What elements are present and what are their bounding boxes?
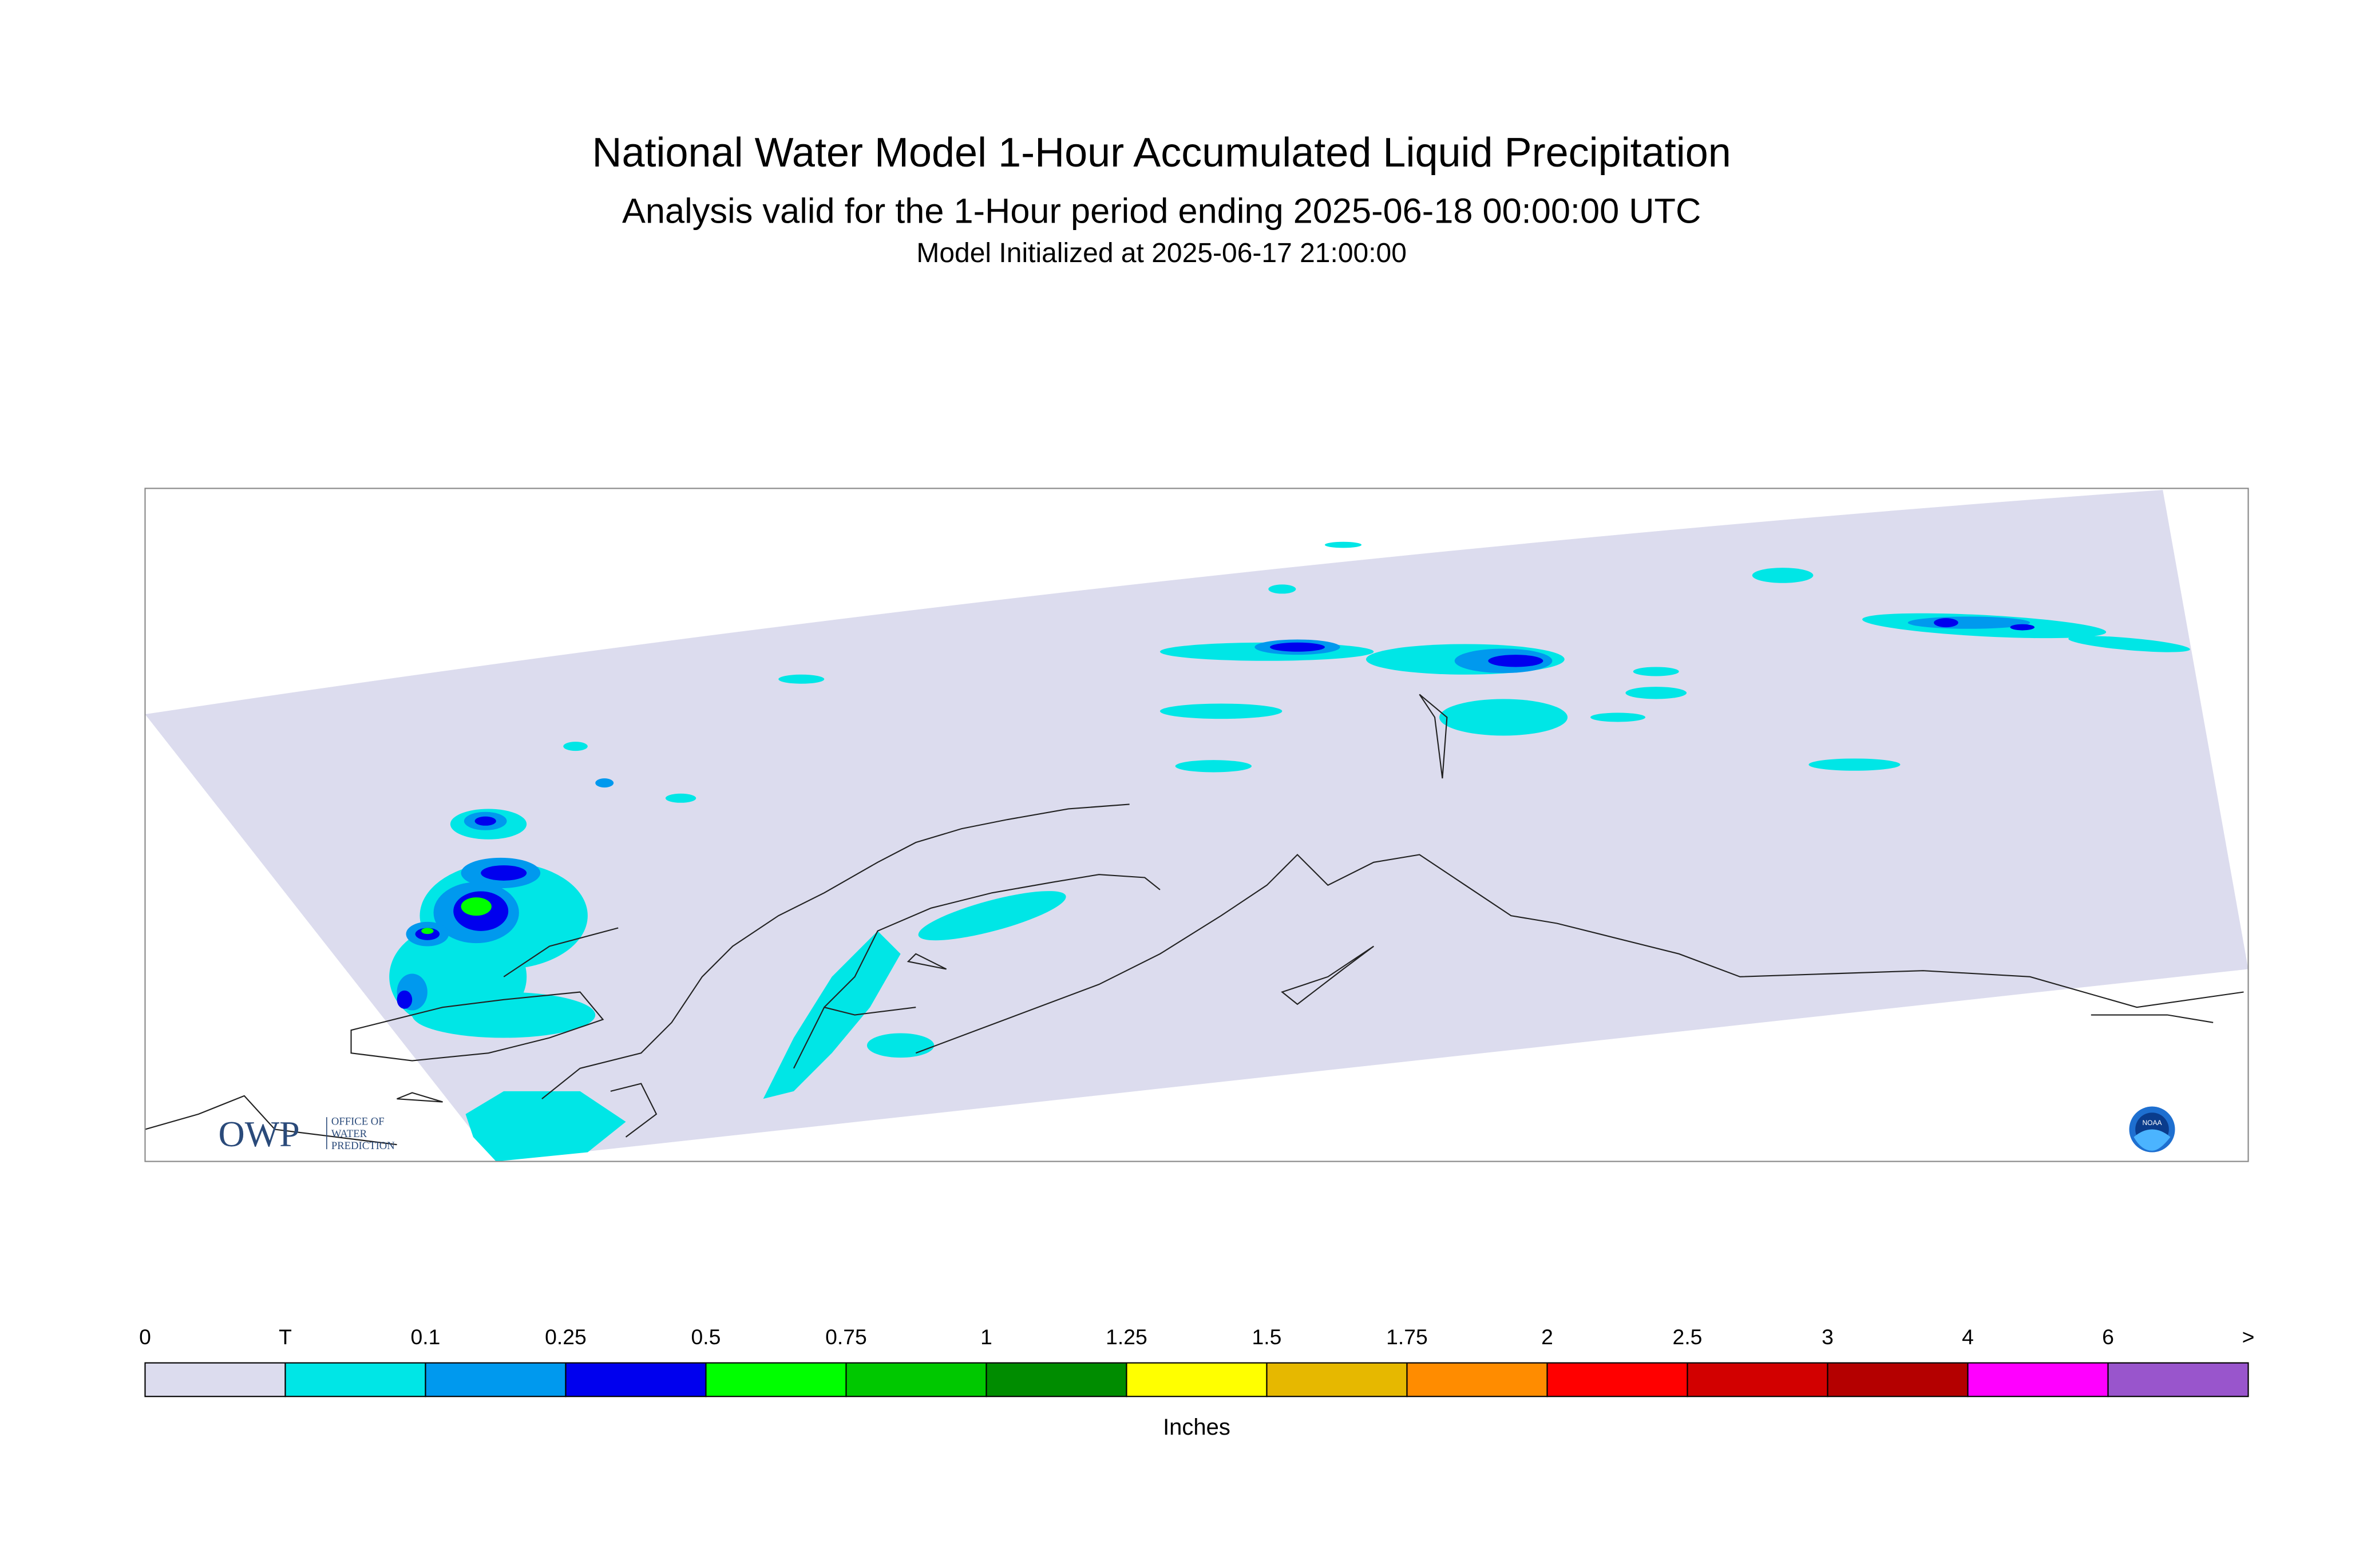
legend-swatch xyxy=(1827,1362,1969,1397)
subtitle: Analysis valid for the 1-Hour period end… xyxy=(622,191,1701,231)
legend-label: 2 xyxy=(1541,1325,1553,1349)
model-domain xyxy=(145,490,2249,1162)
legend: 0 T 0.1 0.25 0.5 0.75 1 1.25 1.5 1.75 2 2.5 3 4 6 > xyxy=(139,1325,2255,1397)
legend-label: 0.5 xyxy=(691,1325,721,1349)
legend-swatch xyxy=(1126,1362,1268,1397)
legend-label: 0 xyxy=(139,1325,151,1349)
title: National Water Model 1-Hour Accumulated … xyxy=(592,130,1731,176)
legend-swatch xyxy=(425,1362,567,1397)
noaa-logo: NOAA xyxy=(2129,1106,2175,1153)
legend-label: 1.25 xyxy=(1106,1325,1147,1349)
precip-areas-green xyxy=(421,897,492,935)
legend-swatch xyxy=(1266,1362,1408,1397)
legend-swatch xyxy=(2107,1362,2249,1397)
owp-line: WATER xyxy=(331,1128,367,1140)
legend-label: 0.1 xyxy=(411,1325,441,1349)
legend-label: 6 xyxy=(2102,1325,2114,1349)
owp-text: OWP xyxy=(219,1114,300,1154)
legend-swatch xyxy=(565,1362,707,1397)
legend-label: 1 xyxy=(980,1325,992,1349)
init-time: Model Initialized at 2025-06-17 21:00:00 xyxy=(916,238,1407,268)
legend-label: 2.5 xyxy=(1673,1325,1703,1349)
legend-swatch xyxy=(1687,1362,1828,1397)
legend-swatch xyxy=(985,1362,1127,1397)
legend-label: T xyxy=(279,1325,292,1349)
map: OWP OFFICE OF WATER PREDICTION NOAA xyxy=(144,488,2249,1162)
noaa-text: NOAA xyxy=(2142,1119,2162,1127)
legend-swatch xyxy=(1967,1362,2109,1397)
owp-line: PREDICTION xyxy=(331,1140,395,1152)
legend-label: 1.75 xyxy=(1386,1325,1428,1349)
legend-swatch xyxy=(705,1362,847,1397)
legend-unit: Inches xyxy=(1163,1415,1230,1440)
legend-swatch xyxy=(1546,1362,1688,1397)
legend-swatch xyxy=(1406,1362,1548,1397)
legend-label: 3 xyxy=(1822,1325,1834,1349)
legend-label: 0.75 xyxy=(825,1325,867,1349)
coastlines xyxy=(145,694,2244,1146)
legend-label: 1.5 xyxy=(1252,1325,1282,1349)
legend-label: 4 xyxy=(1962,1325,1974,1349)
owp-line: OFFICE OF xyxy=(331,1116,385,1128)
legend-label: 0.25 xyxy=(545,1325,587,1349)
owp-logo: OWP OFFICE OF WATER PREDICTION xyxy=(219,1114,395,1154)
legend-label: > xyxy=(2242,1325,2255,1349)
legend-swatch xyxy=(144,1362,286,1397)
legend-swatch xyxy=(845,1362,987,1397)
legend-swatch xyxy=(284,1362,426,1397)
map-frame xyxy=(144,488,2249,1162)
